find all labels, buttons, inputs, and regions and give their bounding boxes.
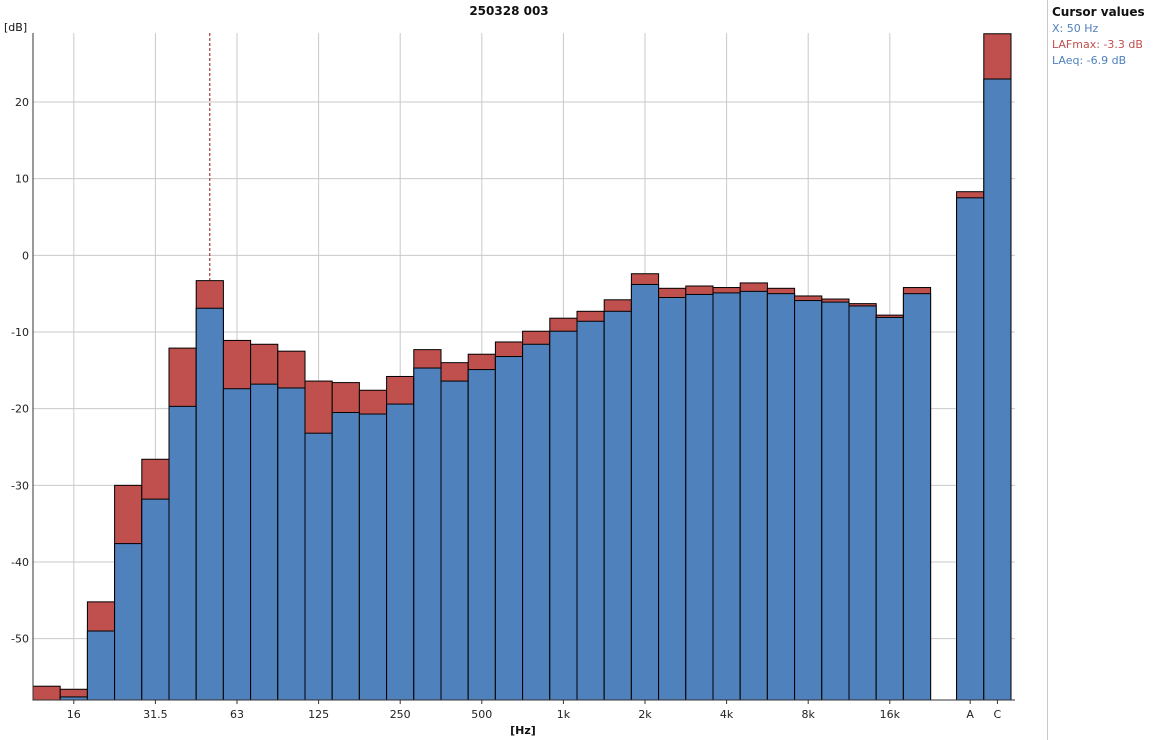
y-tick-label: -40 <box>11 556 29 569</box>
x-axis-label: [Hz] <box>510 724 536 737</box>
bar-laeq-125 <box>304 432 333 701</box>
y-tick-label: 10 <box>15 173 29 186</box>
bar-laeq-1k <box>549 330 578 701</box>
y-axis-label: [dB] <box>4 21 27 34</box>
bar-laeq-1.25k <box>576 320 605 701</box>
bar-laeq-200 <box>358 413 388 701</box>
bar-laeq-10k <box>821 301 850 701</box>
x-tick-label: 125 <box>308 708 329 721</box>
bar-laeq-16k <box>875 316 904 701</box>
bar-lafmax-12.5 <box>32 685 61 701</box>
y-tick-label: -10 <box>11 326 29 339</box>
x-tick-label: 8k <box>802 708 816 721</box>
y-tick-label: -20 <box>11 403 29 416</box>
cursor-lafmax-value: LAFmax: -3.3 dB <box>1052 38 1143 51</box>
cursor-values-title: Cursor values <box>1052 5 1145 19</box>
bars-layer <box>32 33 1012 701</box>
bar-laeq-250 <box>386 403 415 701</box>
bar-laeq-1.6k <box>603 310 632 701</box>
bar-laeq-C <box>983 78 1012 701</box>
x-tick-label: 2k <box>638 708 652 721</box>
bar-laeq-800 <box>522 343 551 701</box>
bar-laeq-63 <box>222 388 252 701</box>
bar-laeq-160 <box>331 412 360 701</box>
x-tick-label: 63 <box>230 708 244 721</box>
bar-laeq-5k <box>739 290 768 701</box>
x-tick-label: 250 <box>390 708 411 721</box>
bar-laeq-6.3k <box>766 293 796 701</box>
cursor-values-panel: Cursor values X: 50 Hz LAFmax: -3.3 dB L… <box>1047 0 1154 740</box>
bar-laeq-630 <box>494 356 524 701</box>
x-tick-label: 31.5 <box>143 708 168 721</box>
x-tick-label: 4k <box>720 708 734 721</box>
bar-laeq-3.15k <box>685 293 714 701</box>
x-tick-label: C <box>994 708 1002 721</box>
bar-laeq-20k <box>902 293 932 701</box>
bar-laeq-12.5k <box>848 305 877 701</box>
bar-laeq-31.5 <box>141 498 170 701</box>
cursor-x-value: X: 50 Hz <box>1052 22 1099 35</box>
bar-laeq-A <box>956 197 985 701</box>
bar-laeq-20 <box>86 630 116 701</box>
x-tick-label: 1k <box>557 708 571 721</box>
bar-laeq-4k <box>712 292 741 701</box>
y-tick-label: -50 <box>11 633 29 646</box>
bar-laeq-25 <box>114 543 143 701</box>
x-tick-label: A <box>966 708 974 721</box>
cursor-laeq-value: LAeq: -6.9 dB <box>1052 54 1127 67</box>
bar-laeq-2.5k <box>658 297 687 701</box>
bar-laeq-40 <box>168 405 197 701</box>
x-tick-label: 16k <box>880 708 901 721</box>
y-tick-label: 0 <box>22 249 29 262</box>
bar-laeq-100 <box>277 387 306 701</box>
y-tick-label: 20 <box>15 96 29 109</box>
bar-laeq-2k <box>630 283 660 701</box>
chart-title: 250328 003 <box>469 4 548 18</box>
axis-layer: 20 10 0 -10 -20 -30 -40 -50 16 31.5 63 125 250 500 1k 2… <box>11 33 1015 721</box>
spectrum-chart[interactable]: 20 10 0 -10 -20 -30 -40 -50 16 31.5 63 125 250 500 1k 2… <box>0 0 1046 740</box>
y-tick-label: -30 <box>11 479 29 492</box>
bar-laeq-400 <box>440 380 469 701</box>
bar-laeq-50 <box>195 307 224 701</box>
x-tick-label: 16 <box>67 708 81 721</box>
bar-laeq-315 <box>413 367 442 701</box>
x-tick-label: 500 <box>471 708 492 721</box>
bar-laeq-8k <box>794 300 823 701</box>
bar-laeq-80 <box>250 383 279 701</box>
bar-laeq-500 <box>467 369 496 701</box>
